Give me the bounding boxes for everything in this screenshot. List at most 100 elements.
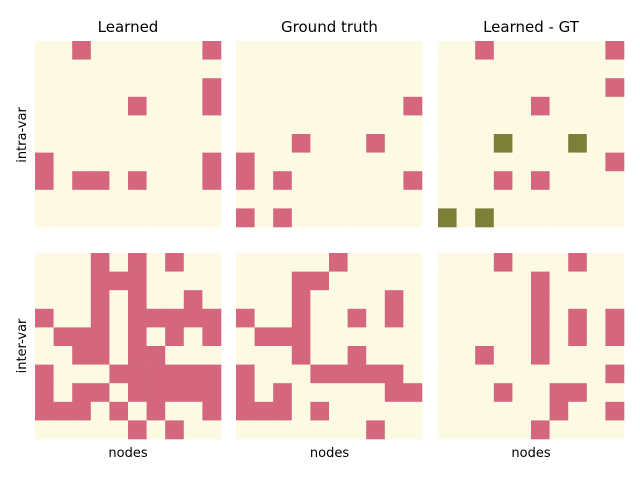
heatmap-cell-r4-c5: [128, 115, 147, 134]
heatmap-cell-r2-c5: [531, 78, 550, 97]
heatmap-cell-r3-c7: [366, 309, 385, 328]
heatmap-cell-r9-c7: [568, 208, 587, 227]
heatmap-cell-r5-c8: [184, 134, 203, 153]
heatmap-cell-r6-c3: [292, 153, 311, 172]
heatmap-cell-r1-c1: [457, 272, 476, 291]
heatmap-cell-r0-c5: [329, 41, 348, 60]
heatmap-cell-r5-c3: [292, 346, 311, 365]
heatmap-cell-r9-c5: [128, 420, 147, 439]
heatmap-cell-r5-c6: [147, 346, 166, 365]
heatmap-cell-r9-c3: [292, 420, 311, 439]
heatmap-cell-r0-c4: [310, 253, 329, 272]
heatmap-cell-r8-c3: [91, 402, 110, 421]
heatmap-cell-r7-c5: [531, 383, 550, 402]
heatmap-cell-r0-c3: [91, 41, 110, 60]
heatmap-cell-r4-c4: [109, 115, 128, 134]
heatmap-cell-r0-c0: [236, 253, 255, 272]
heatmap-cell-r3-c8: [385, 97, 404, 116]
heatmap-cell-r0-c2: [72, 41, 91, 60]
heatmap-cell-r7-c8: [184, 171, 203, 190]
heatmap-cell-r7-c1: [457, 171, 476, 190]
heatmap-cell-r5-c5: [329, 346, 348, 365]
heatmap-cell-r2-c0: [438, 78, 457, 97]
heatmap-cell-r7-c5: [128, 383, 147, 402]
heatmap-cell-r0-c2: [475, 41, 494, 60]
heatmap-cell-r7-c6: [348, 383, 367, 402]
heatmap-cell-r2-c2: [273, 290, 292, 309]
heatmap-cell-r4-c6: [147, 327, 166, 346]
heatmap-cell-r5-c9: [403, 346, 422, 365]
heatmap-cell-r2-c1: [54, 290, 73, 309]
heatmap-cell-r3-c8: [385, 309, 404, 328]
heatmap-cell-r7-c2: [72, 383, 91, 402]
heatmap-cell-r1-c4: [310, 60, 329, 79]
heatmap-cell-r0-c5: [128, 253, 147, 272]
heatmap-cell-r7-c9: [403, 171, 422, 190]
heatmap-cell-r0-c7: [568, 253, 587, 272]
heatmap-cell-r3-c6: [147, 309, 166, 328]
heatmap-cell-r1-c4: [109, 60, 128, 79]
heatmap-cell-r7-c3: [494, 171, 513, 190]
heatmap-cell-r6-c8: [587, 365, 606, 384]
heatmap-cell-r1-c2: [475, 60, 494, 79]
heatmap-cell-r1-c6: [147, 272, 166, 291]
heatmap-cell-r3-c9: [403, 309, 422, 328]
heatmap-cell-r7-c3: [494, 383, 513, 402]
heatmap-cell-r3-c6: [147, 97, 166, 116]
heatmap-cell-r1-c3: [494, 60, 513, 79]
heatmap-cell-r5-c0: [438, 134, 457, 153]
heatmap-cell-r3-c7: [165, 97, 184, 116]
heatmap-cell-r4-c2: [273, 327, 292, 346]
heatmap-cell-r0-c6: [147, 41, 166, 60]
heatmap-cell-r4-c5: [531, 115, 550, 134]
heatmap-cell-r4-c6: [550, 115, 569, 134]
heatmap-cell-r7-c3: [91, 383, 110, 402]
heatmap-cell-r5-c8: [587, 134, 606, 153]
heatmap-cell-r9-c9: [202, 420, 221, 439]
heatmap-cell-r3-c3: [494, 309, 513, 328]
heatmap-cell-r7-c7: [568, 383, 587, 402]
heatmap-cell-r8-c5: [128, 190, 147, 209]
heatmap-cell-r1-c4: [512, 272, 531, 291]
heatmap-cell-r1-c7: [165, 272, 184, 291]
heatmap-cell-r6-c4: [512, 153, 531, 172]
heatmap-cell-r1-c0: [35, 272, 54, 291]
heatmap-cell-r8-c4: [512, 402, 531, 421]
heatmap-cell-r6-c3: [494, 153, 513, 172]
heatmap-cell-r2-c6: [147, 78, 166, 97]
heatmap-cell-r4-c6: [348, 115, 367, 134]
heatmap-cell-r8-c3: [91, 190, 110, 209]
heatmap-cell-r4-c8: [385, 327, 404, 346]
heatmap-cell-r0-c7: [165, 253, 184, 272]
panel-intra-learned: [35, 41, 221, 227]
heatmap-cell-r8-c2: [475, 402, 494, 421]
heatmap-cell-r1-c5: [531, 60, 550, 79]
heatmap-cell-r8-c7: [366, 402, 385, 421]
heatmap-cell-r4-c8: [587, 115, 606, 134]
heatmap-cell-r9-c0: [236, 420, 255, 439]
heatmap-cell-r2-c1: [457, 78, 476, 97]
heatmap-cell-r0-c2: [273, 253, 292, 272]
heatmap-cell-r8-c3: [292, 402, 311, 421]
heatmap-cell-r6-c8: [385, 153, 404, 172]
heatmap-cell-r3-c9: [403, 97, 422, 116]
heatmap-cell-r5-c0: [236, 134, 255, 153]
heatmap-cell-r0-c4: [109, 41, 128, 60]
heatmap-cell-r1-c5: [531, 272, 550, 291]
heatmap-cell-r4-c3: [494, 327, 513, 346]
heatmap-cell-r4-c9: [403, 327, 422, 346]
heatmap-cell-r6-c6: [550, 153, 569, 172]
heatmap-cell-r1-c1: [255, 272, 274, 291]
heatmap-cell-r6-c2: [72, 365, 91, 384]
heatmap-cell-r5-c7: [165, 346, 184, 365]
heatmap-cell-r3-c9: [605, 97, 624, 116]
heatmap-cell-r3-c8: [587, 309, 606, 328]
heatmap-cell-r6-c7: [366, 365, 385, 384]
heatmap-cell-r8-c7: [366, 190, 385, 209]
heatmap-cell-r1-c3: [292, 60, 311, 79]
heatmap-cell-r5-c3: [494, 134, 513, 153]
heatmap-cell-r2-c3: [292, 290, 311, 309]
heatmap-cell-r5-c5: [329, 134, 348, 153]
heatmap-cell-r8-c1: [54, 190, 73, 209]
